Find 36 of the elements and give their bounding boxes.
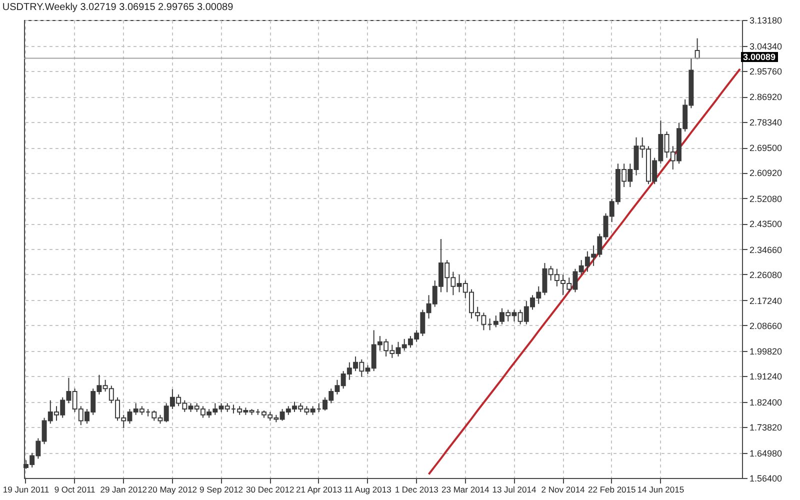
line-series	[428, 68, 742, 476]
x-tick-label: 21 Apr 2013	[296, 484, 342, 494]
x-tick-label: 19 Jun 2011	[2, 484, 50, 494]
y-tick-label: 1.73820	[750, 422, 782, 433]
chart-title: USDTRY.Weekly 3.02719 3.06915 2.99765 3.00089	[2, 2, 234, 13]
x-tick-label: 29 Jan 2012	[100, 484, 148, 494]
y-tick-label: 2.34660	[750, 244, 782, 255]
y-tick-label: 2.60920	[750, 168, 782, 178]
y-tick-label: 1.56400	[750, 474, 782, 484]
y-tick-label: 3.13180	[750, 16, 782, 26]
x-tick-label: 11 Aug 2013	[344, 484, 392, 494]
x-tick-label: 23 Mar 2014	[442, 484, 490, 494]
y-tick-label: 1.99820	[750, 346, 782, 357]
ref-line-label: 3.00089	[741, 52, 778, 62]
x-tick-label: 30 Dec 2012	[246, 484, 294, 494]
x-tick-label: 14 Jun 2015	[637, 484, 684, 494]
y-tick-label: 1.64980	[750, 448, 782, 458]
x-tick-label: 20 May 2012	[148, 484, 198, 494]
y-tick-label: 2.86920	[750, 92, 782, 102]
x-tick-label: 1 Dec 2013	[394, 484, 439, 494]
x-tick-label: 13 Jul 2014	[492, 484, 536, 494]
y-tick-label: 2.08660	[750, 320, 782, 331]
y-tick-label: 1.82400	[750, 398, 782, 408]
x-tick-label: 22 Feb 2015	[588, 484, 636, 494]
y-tick-label: 3.04340	[750, 41, 782, 52]
y-tick-label: 2.95760	[750, 66, 782, 76]
x-tick-label: 9 Oct 2011	[54, 484, 96, 494]
y-tick-label: 1.91240	[750, 372, 782, 382]
y-tick-label: 2.69500	[750, 143, 782, 154]
y-tick-label: 2.26080	[750, 270, 782, 280]
y-tick-label: 2.43500	[750, 219, 782, 230]
x-tick-label: 9 Sep 2012	[200, 484, 244, 494]
y-tick-label: 2.52080	[750, 194, 782, 204]
y-tick-label: 2.78340	[750, 117, 782, 128]
y-tick-label: 2.17240	[750, 296, 782, 306]
x-tick-label: 2 Nov 2014	[541, 484, 586, 494]
